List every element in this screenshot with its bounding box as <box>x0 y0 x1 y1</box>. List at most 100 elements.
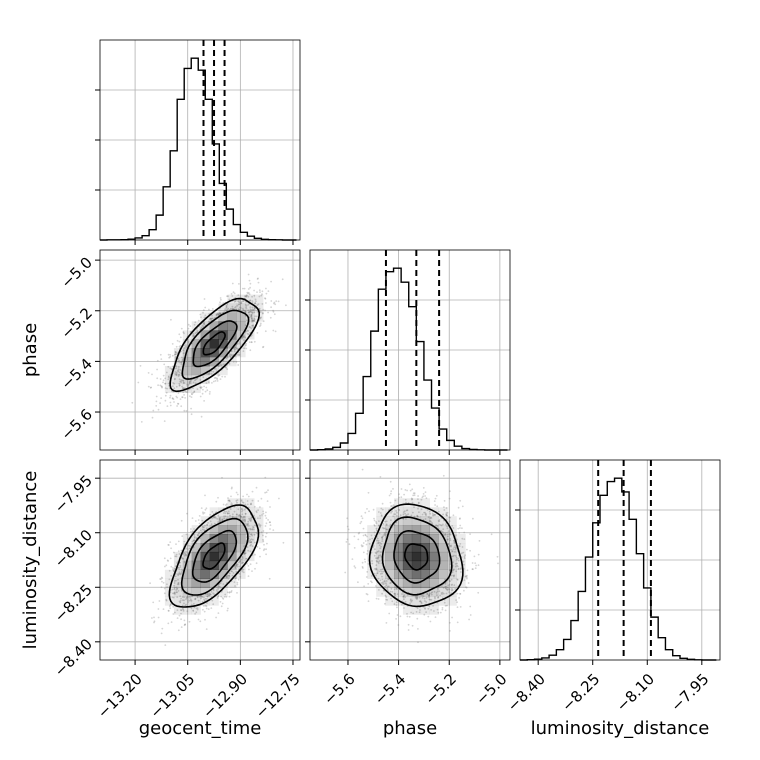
scatter-point <box>256 532 259 535</box>
scatter-point <box>459 524 462 527</box>
scatter-point <box>346 538 349 541</box>
scatter-point <box>178 371 181 374</box>
density-cell <box>209 551 219 562</box>
scatter-point <box>218 365 220 368</box>
scatter-point <box>395 618 397 620</box>
scatter-point <box>225 309 228 312</box>
scatter-point <box>257 303 260 306</box>
scatter-point <box>437 520 440 522</box>
scatter-point <box>204 618 206 621</box>
density-cell <box>191 605 201 615</box>
density-cell <box>447 543 457 553</box>
scatter-point <box>207 381 210 384</box>
scatter-point <box>164 399 167 402</box>
scatter-point <box>184 553 187 556</box>
scatter-point <box>256 278 259 280</box>
scatter-point <box>182 358 185 360</box>
scatter-point <box>269 524 272 527</box>
scatter-point <box>247 531 250 533</box>
scatter-point <box>183 382 185 384</box>
scatter-point <box>259 506 261 508</box>
scatter-point <box>153 620 156 623</box>
scatter-point <box>274 330 277 333</box>
density-cell <box>191 383 201 393</box>
scatter-point <box>390 587 393 590</box>
scatter-point <box>377 542 380 544</box>
scatter-point <box>463 555 466 558</box>
density-cell <box>394 525 404 535</box>
scatter-point <box>259 291 261 293</box>
scatter-point <box>193 391 196 393</box>
scatter-point <box>216 590 219 593</box>
scatter-point <box>182 379 185 382</box>
scatter-point <box>242 350 245 352</box>
scatter-point <box>438 520 441 523</box>
scatter-point <box>168 605 171 608</box>
scatter-point <box>262 320 265 323</box>
scatter-point <box>392 505 394 508</box>
density-cell <box>254 507 264 517</box>
scatter-point <box>246 319 248 322</box>
density-cell <box>456 569 466 579</box>
scatter-point <box>388 494 391 497</box>
density-cell <box>227 339 237 349</box>
scatter-point <box>421 496 424 499</box>
scatter-point <box>449 580 451 582</box>
scatter-point <box>354 566 357 569</box>
scatter-point <box>219 520 221 523</box>
scatter-point <box>250 541 253 543</box>
scatter-point <box>177 366 180 368</box>
scatter-point <box>263 548 266 550</box>
scatter-point <box>224 375 226 378</box>
scatter-point <box>393 523 396 526</box>
scatter-point <box>160 586 163 589</box>
scatter-point <box>180 405 183 408</box>
density-cell <box>447 587 457 597</box>
scatter-point <box>173 582 176 584</box>
scatter-point <box>240 500 243 502</box>
scatter-point <box>226 591 229 594</box>
scatter-point <box>379 547 382 550</box>
scatter-point <box>177 360 180 363</box>
scatter-point <box>157 608 160 610</box>
scatter-point <box>232 360 235 363</box>
scatter-point <box>177 357 180 360</box>
scatter-point <box>408 615 411 618</box>
scatter-point <box>382 523 385 525</box>
scatter-point <box>365 593 368 595</box>
scatter-point <box>236 493 239 496</box>
scatter-point <box>236 563 238 565</box>
scatter-point <box>234 567 237 569</box>
scatter-point <box>217 521 219 523</box>
density-cell <box>218 330 228 340</box>
scatter-point <box>167 544 170 546</box>
scatter-point <box>240 300 243 303</box>
density-cell <box>376 543 386 553</box>
scatter-point <box>235 361 238 363</box>
scatter-point <box>422 487 425 489</box>
scatter-point <box>427 516 430 519</box>
scatter-point <box>433 610 435 612</box>
scatter-point <box>464 554 466 557</box>
scatter-point <box>175 385 178 388</box>
scatter-point <box>238 353 241 356</box>
scatter-point <box>226 609 229 612</box>
scatter-point <box>384 594 387 597</box>
scatter-point <box>174 351 177 354</box>
scatter-point <box>428 592 431 595</box>
scatter-point <box>226 295 228 298</box>
density-cell <box>209 560 219 570</box>
scatter-point <box>378 520 380 522</box>
scatter-point <box>456 621 459 624</box>
scatter-point <box>281 278 284 281</box>
scatter-point <box>181 396 184 398</box>
scatter-point <box>404 600 407 603</box>
density-cell <box>385 569 395 579</box>
density-cell <box>227 551 237 562</box>
scatter-point <box>375 568 378 571</box>
scatter-point <box>174 373 177 375</box>
density-cell <box>236 321 246 331</box>
scatter-point <box>382 581 384 583</box>
scatter-point <box>229 500 231 503</box>
scatter-panel-geocent_time-vs-luminosity_distance <box>95 459 301 665</box>
